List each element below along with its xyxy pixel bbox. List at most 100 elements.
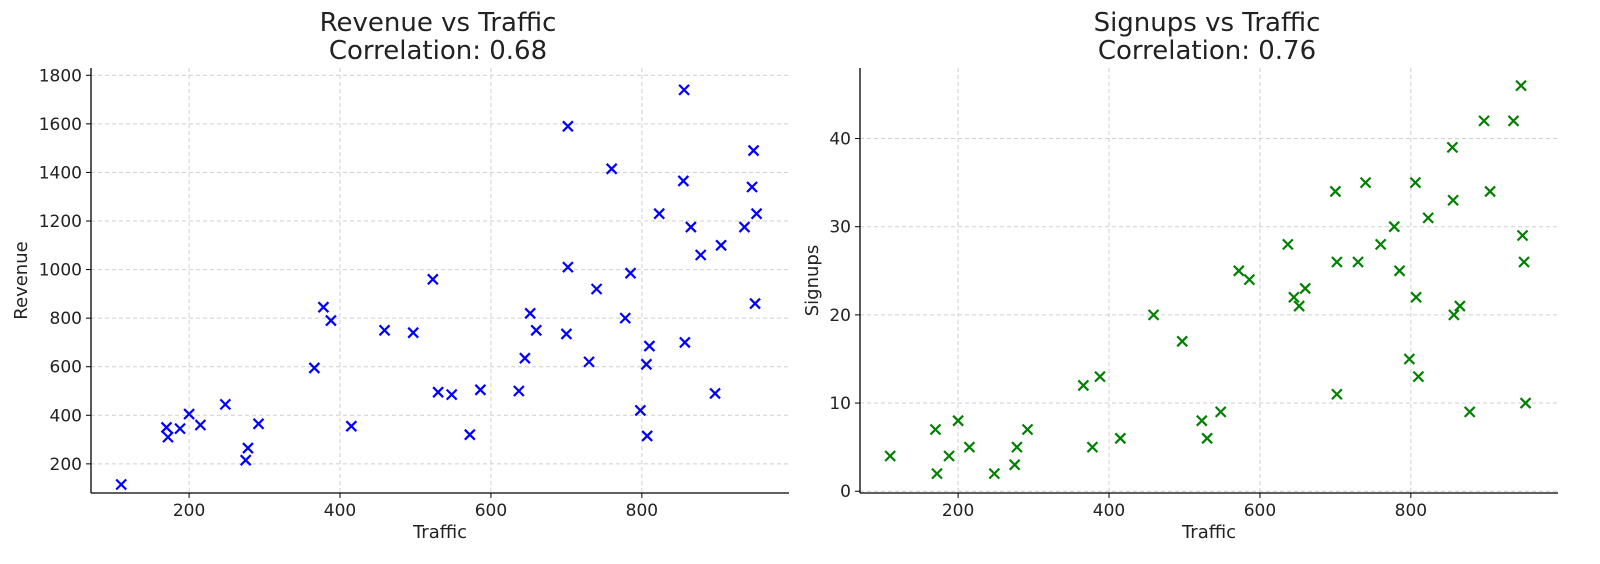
data-point <box>1176 335 1188 348</box>
data-point <box>1293 300 1305 312</box>
data-point <box>524 307 536 320</box>
data-point <box>1008 459 1021 471</box>
data-point <box>746 181 758 193</box>
data-point <box>963 441 976 453</box>
series-1 <box>884 79 1532 480</box>
data-point <box>407 326 419 339</box>
data-point <box>1331 388 1343 401</box>
data-point <box>677 175 690 187</box>
x-tick-label: 200 <box>173 501 205 521</box>
data-point <box>345 420 358 432</box>
data-point <box>1507 115 1520 127</box>
data-point <box>1374 238 1387 251</box>
data-point <box>952 414 964 427</box>
x-tick-label: 600 <box>1244 501 1276 521</box>
data-point <box>1077 379 1090 392</box>
chart-subtitle: Correlation: 0.76 <box>1098 36 1316 66</box>
data-point <box>115 478 127 491</box>
data-point <box>1454 300 1466 312</box>
data-point <box>1021 423 1034 436</box>
y-tick-label: 1000 <box>39 261 82 281</box>
data-point <box>160 421 173 434</box>
data-point <box>219 398 232 411</box>
y-tick-label: 200 <box>50 455 82 475</box>
y-tick-label: 400 <box>50 406 82 426</box>
chart-title: Revenue vs Traffic <box>320 8 557 38</box>
chart-subtitle: Correlation: 0.68 <box>329 36 547 66</box>
series-1 <box>115 84 763 491</box>
chart-panel-2: 200 400 600 800 0 10 20 30 40 Signups vs TrafficC… <box>802 8 1558 543</box>
x-tick-label: 600 <box>475 501 507 521</box>
data-point <box>943 450 955 462</box>
chart-title: Signups vs Traffic <box>1094 8 1321 38</box>
data-point <box>694 249 707 261</box>
data-point <box>1331 256 1343 268</box>
data-point <box>519 352 531 364</box>
data-point <box>1422 212 1434 224</box>
y-tick-label: 1600 <box>39 115 82 135</box>
chart-panel-1: 200 400 600 800 200 400 600 800 1000 1200 1400 1600… <box>11 8 789 543</box>
data-point <box>931 467 943 480</box>
y-tick-label: 40 <box>829 130 851 150</box>
y-tick-label: 10 <box>829 394 851 414</box>
data-point <box>1299 282 1311 295</box>
y-tick-label: 600 <box>50 358 82 378</box>
data-point <box>634 404 647 417</box>
x-tick-label: 400 <box>324 501 356 521</box>
data-point <box>560 328 573 340</box>
data-point <box>750 207 763 220</box>
data-point <box>738 221 751 233</box>
data-point <box>242 442 254 454</box>
data-point <box>162 431 174 443</box>
x-tick-label: 200 <box>942 501 974 521</box>
data-point <box>619 312 632 324</box>
data-point <box>709 387 721 400</box>
data-point <box>194 419 207 431</box>
data-point <box>1393 265 1406 277</box>
data-point <box>605 163 618 175</box>
data-point <box>929 423 942 436</box>
data-point <box>1329 185 1342 198</box>
data-point <box>678 84 690 96</box>
y-tick-label: 20 <box>829 306 851 326</box>
data-point <box>685 221 697 233</box>
data-point <box>1011 441 1023 453</box>
data-point <box>474 384 487 396</box>
data-point <box>1463 406 1476 418</box>
y-tick-label: 1400 <box>39 163 82 183</box>
x-axis-label: Traffic <box>412 522 467 543</box>
data-point <box>1410 291 1422 304</box>
data-point <box>252 418 265 430</box>
data-point <box>445 388 458 401</box>
data-point <box>378 324 391 337</box>
data-point <box>1201 432 1213 445</box>
data-point <box>1516 229 1529 242</box>
data-point <box>1403 353 1416 365</box>
data-point <box>530 324 542 337</box>
data-point <box>641 430 653 442</box>
data-point <box>590 283 603 295</box>
x-tick-label: 400 <box>1093 501 1125 521</box>
data-point <box>562 261 574 273</box>
data-point <box>317 301 330 313</box>
data-point <box>1359 176 1372 189</box>
data-point <box>562 120 574 133</box>
data-point <box>884 450 896 462</box>
data-point <box>747 144 760 157</box>
data-point <box>640 358 653 371</box>
data-point <box>183 408 195 420</box>
data-point <box>1478 115 1490 127</box>
data-point <box>432 386 444 398</box>
y-tick-label: 1200 <box>39 212 82 232</box>
data-point <box>1447 194 1459 207</box>
data-point <box>308 362 321 374</box>
data-point <box>513 385 525 397</box>
data-point <box>1352 256 1364 268</box>
data-point <box>1388 220 1401 233</box>
y-tick-label: 1800 <box>39 66 82 86</box>
data-point <box>679 336 691 349</box>
data-point <box>1412 370 1425 383</box>
data-point <box>239 454 252 466</box>
